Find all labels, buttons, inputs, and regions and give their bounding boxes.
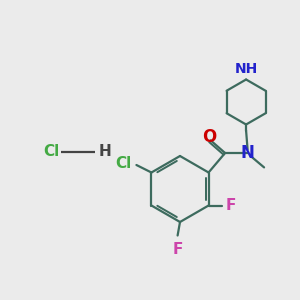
Text: F: F (172, 242, 183, 256)
Text: N: N (241, 144, 254, 162)
Text: F: F (226, 198, 236, 213)
Text: Cl: Cl (44, 144, 60, 159)
Text: Cl: Cl (116, 156, 132, 171)
Text: NH: NH (235, 62, 258, 76)
Text: O: O (202, 128, 216, 146)
Text: H: H (99, 144, 112, 159)
